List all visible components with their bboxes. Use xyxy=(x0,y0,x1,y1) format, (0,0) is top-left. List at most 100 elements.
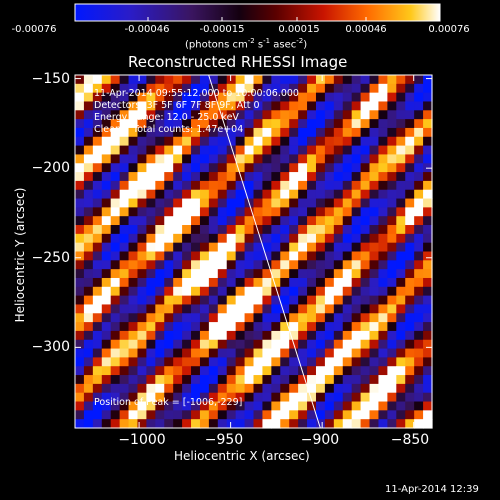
heatmap-cell xyxy=(83,154,94,164)
heatmap-cell xyxy=(75,348,85,358)
heatmap-cell xyxy=(146,83,156,94)
heatmap-cell xyxy=(92,313,103,323)
heatmap-cell xyxy=(414,392,424,403)
heatmap-cell xyxy=(199,322,210,332)
heatmap-cell xyxy=(199,366,210,376)
heatmap-cell xyxy=(324,322,335,332)
heatmap-cell xyxy=(146,366,156,376)
heatmap-cell xyxy=(191,286,201,297)
heatmap-cell xyxy=(262,119,272,129)
heatmap-cell xyxy=(262,295,272,306)
heatmap-cell xyxy=(92,383,103,394)
heatmap-cell xyxy=(333,83,344,94)
heatmap-cell xyxy=(369,339,380,350)
heatmap-cell xyxy=(244,339,255,350)
heatmap-cell xyxy=(155,401,165,411)
heatmap-cell xyxy=(83,260,94,270)
heatmap-cell xyxy=(324,286,335,297)
heatmap-cell xyxy=(333,180,344,191)
heatmap-cell xyxy=(199,136,210,147)
heatmap-cell xyxy=(396,304,406,314)
heatmap-cell xyxy=(333,366,344,376)
heatmap-cell xyxy=(414,154,424,164)
heatmap-cell xyxy=(146,145,156,156)
heatmap-cell xyxy=(244,392,255,403)
heatmap-cell xyxy=(369,154,380,164)
heatmap-cell xyxy=(396,154,406,164)
heatmap-cell xyxy=(271,269,281,279)
heatmap-cell xyxy=(155,172,165,182)
heatmap-cell xyxy=(423,101,433,111)
heatmap-cell xyxy=(164,295,174,306)
heatmap-cell xyxy=(110,401,121,411)
heatmap-cell xyxy=(146,286,156,297)
heatmap-cell xyxy=(414,330,424,341)
heatmap-cell xyxy=(226,313,237,323)
heatmap-cell xyxy=(423,322,433,332)
heatmap-cell xyxy=(83,75,94,85)
heatmap-cell xyxy=(333,145,344,156)
heatmap-cell xyxy=(75,145,85,156)
heatmap-cell xyxy=(378,357,388,367)
heatmap-cell xyxy=(199,145,210,156)
heatmap-cell xyxy=(405,383,415,394)
x-tick-label: −950 xyxy=(204,432,244,448)
heatmap-cell xyxy=(307,233,317,244)
heatmap-cell xyxy=(182,330,192,341)
heatmap-cell xyxy=(253,392,264,403)
heatmap-cell xyxy=(289,198,299,208)
heatmap-cell xyxy=(226,251,237,261)
heatmap-cell xyxy=(280,83,290,94)
heatmap-cell xyxy=(387,216,397,226)
heatmap-cell xyxy=(342,83,353,94)
heatmap-cell xyxy=(199,419,210,429)
heatmap-cell xyxy=(244,163,255,173)
heatmap-cell xyxy=(110,110,121,120)
heatmap-cell xyxy=(280,375,290,385)
heatmap-cell xyxy=(128,233,139,244)
heatmap-cell xyxy=(405,92,415,103)
heatmap-cell xyxy=(217,83,228,94)
heatmap-cell xyxy=(128,172,139,182)
heatmap-cell xyxy=(244,375,255,385)
heatmap-cell xyxy=(182,127,192,138)
heatmap-cell xyxy=(146,242,156,253)
heatmap-cell xyxy=(280,189,290,200)
heatmap-cell xyxy=(360,419,371,429)
heatmap-cell xyxy=(307,180,317,191)
heatmap-cell xyxy=(217,101,228,111)
heatmap-cell xyxy=(405,180,415,191)
heatmap-cell xyxy=(137,110,148,120)
heatmap-cell xyxy=(289,242,299,253)
heatmap-cell xyxy=(351,207,362,217)
heatmap-cell xyxy=(119,313,130,323)
heatmap-cell xyxy=(92,260,103,270)
heatmap-cell xyxy=(298,198,308,208)
heatmap-cell xyxy=(173,207,183,217)
heatmap-cell xyxy=(110,348,121,358)
heatmap-cell xyxy=(369,75,380,85)
heatmap-cell xyxy=(298,330,308,341)
colorbar-tick-label: -0.00046 xyxy=(124,24,170,35)
heatmap-cell xyxy=(342,260,353,270)
heatmap-cell xyxy=(137,348,148,358)
heatmap-cell xyxy=(289,216,299,226)
heatmap-cell xyxy=(83,145,94,156)
heatmap-cell xyxy=(423,277,433,288)
heatmap-cell xyxy=(101,207,112,217)
heatmap-cell xyxy=(119,92,130,103)
heatmap-cell xyxy=(360,92,371,103)
heatmap-cell xyxy=(262,101,272,111)
heatmap-cell xyxy=(83,269,94,279)
heatmap-cell xyxy=(101,330,112,341)
heatmap-cell xyxy=(414,348,424,358)
heatmap-cell xyxy=(351,110,362,120)
heatmap-cell xyxy=(333,233,344,244)
heatmap-cell xyxy=(92,83,103,94)
heatmap-cell xyxy=(83,163,94,173)
heatmap-cell xyxy=(75,295,85,306)
heatmap-cell xyxy=(360,101,371,111)
heatmap-cell xyxy=(235,339,246,350)
heatmap-cell xyxy=(173,172,183,182)
heatmap-cell xyxy=(298,366,308,376)
